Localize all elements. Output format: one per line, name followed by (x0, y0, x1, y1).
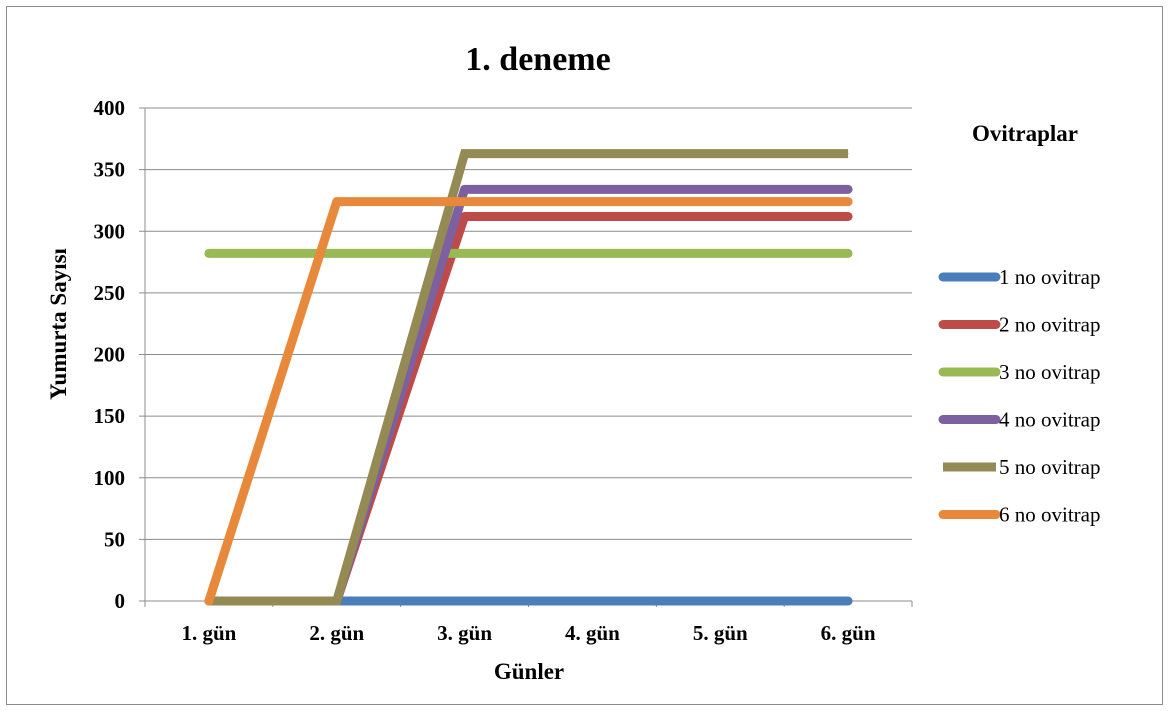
x-tick-label: 4. gün (565, 621, 620, 645)
y-tick-label: 0 (115, 589, 126, 613)
series-line-2 (204, 211, 853, 606)
y-axis-title: Yumurta Sayısı (46, 247, 71, 399)
data-point (464, 600, 466, 602)
x-tick-label: 2. gün (309, 621, 364, 645)
series-line-6 (204, 197, 853, 606)
legend-label: 6 no ovitrap (999, 503, 1100, 527)
data-point (591, 252, 593, 254)
data-point (208, 600, 210, 602)
data-point (208, 252, 210, 254)
y-tick-label: 300 (94, 219, 126, 243)
data-point (464, 252, 466, 254)
data-point (847, 153, 849, 155)
data-point (336, 201, 338, 203)
y-tick-label: 400 (94, 96, 126, 120)
data-point (847, 215, 849, 217)
data-point (591, 201, 593, 203)
data-point (719, 215, 721, 217)
chart-frame (6, 6, 1163, 705)
series-lines (204, 149, 853, 606)
data-point (847, 201, 849, 203)
data-point (719, 252, 721, 254)
data-point (719, 201, 721, 203)
data-point (464, 153, 466, 155)
legend-label: 1 no ovitrap (999, 265, 1100, 289)
chart-title: 1. deneme (465, 41, 610, 78)
legend-title: Ovitraplar (972, 121, 1078, 146)
legend-label: 2 no ovitrap (999, 313, 1100, 337)
data-point (591, 215, 593, 217)
x-tick-label: 6. gün (821, 621, 876, 645)
x-tick-label: 3. gün (437, 621, 492, 645)
y-axis-ticks: 0 50 100 150 200 250 300 350 400 (94, 96, 126, 613)
data-point (847, 600, 849, 602)
data-point (464, 188, 466, 190)
data-point (464, 201, 466, 203)
data-point (336, 600, 338, 602)
data-point (719, 188, 721, 190)
data-point (591, 153, 593, 155)
x-tick-label: 1. gün (181, 621, 236, 645)
x-axis-ticks: 1. gün 2. gün 3. gün 4. gün 5. gün 6. gün (144, 601, 913, 645)
y-tick-label: 50 (104, 527, 125, 551)
data-point (591, 600, 593, 602)
gridlines (139, 107, 912, 602)
data-point (719, 600, 721, 602)
y-tick-label: 350 (94, 158, 126, 182)
y-tick-label: 150 (94, 404, 126, 428)
legend: 1 no ovitrap 2 no ovitrap 3 no ovitrap 4 no… (938, 265, 1100, 527)
x-axis-title: Günler (494, 659, 564, 684)
data-point (847, 252, 849, 254)
data-point (464, 215, 466, 217)
series-line-5 (208, 149, 849, 606)
y-tick-label: 200 (94, 343, 126, 367)
legend-label: 4 no ovitrap (999, 408, 1100, 432)
y-tick-label: 100 (94, 466, 126, 490)
data-point (591, 188, 593, 190)
data-point (847, 188, 849, 190)
legend-label: 3 no ovitrap (999, 360, 1100, 384)
legend-label: 5 no ovitrap (999, 455, 1100, 479)
y-tick-label: 250 (94, 281, 126, 305)
data-point (719, 153, 721, 155)
data-point (336, 252, 338, 254)
x-tick-label: 5. gün (693, 621, 748, 645)
